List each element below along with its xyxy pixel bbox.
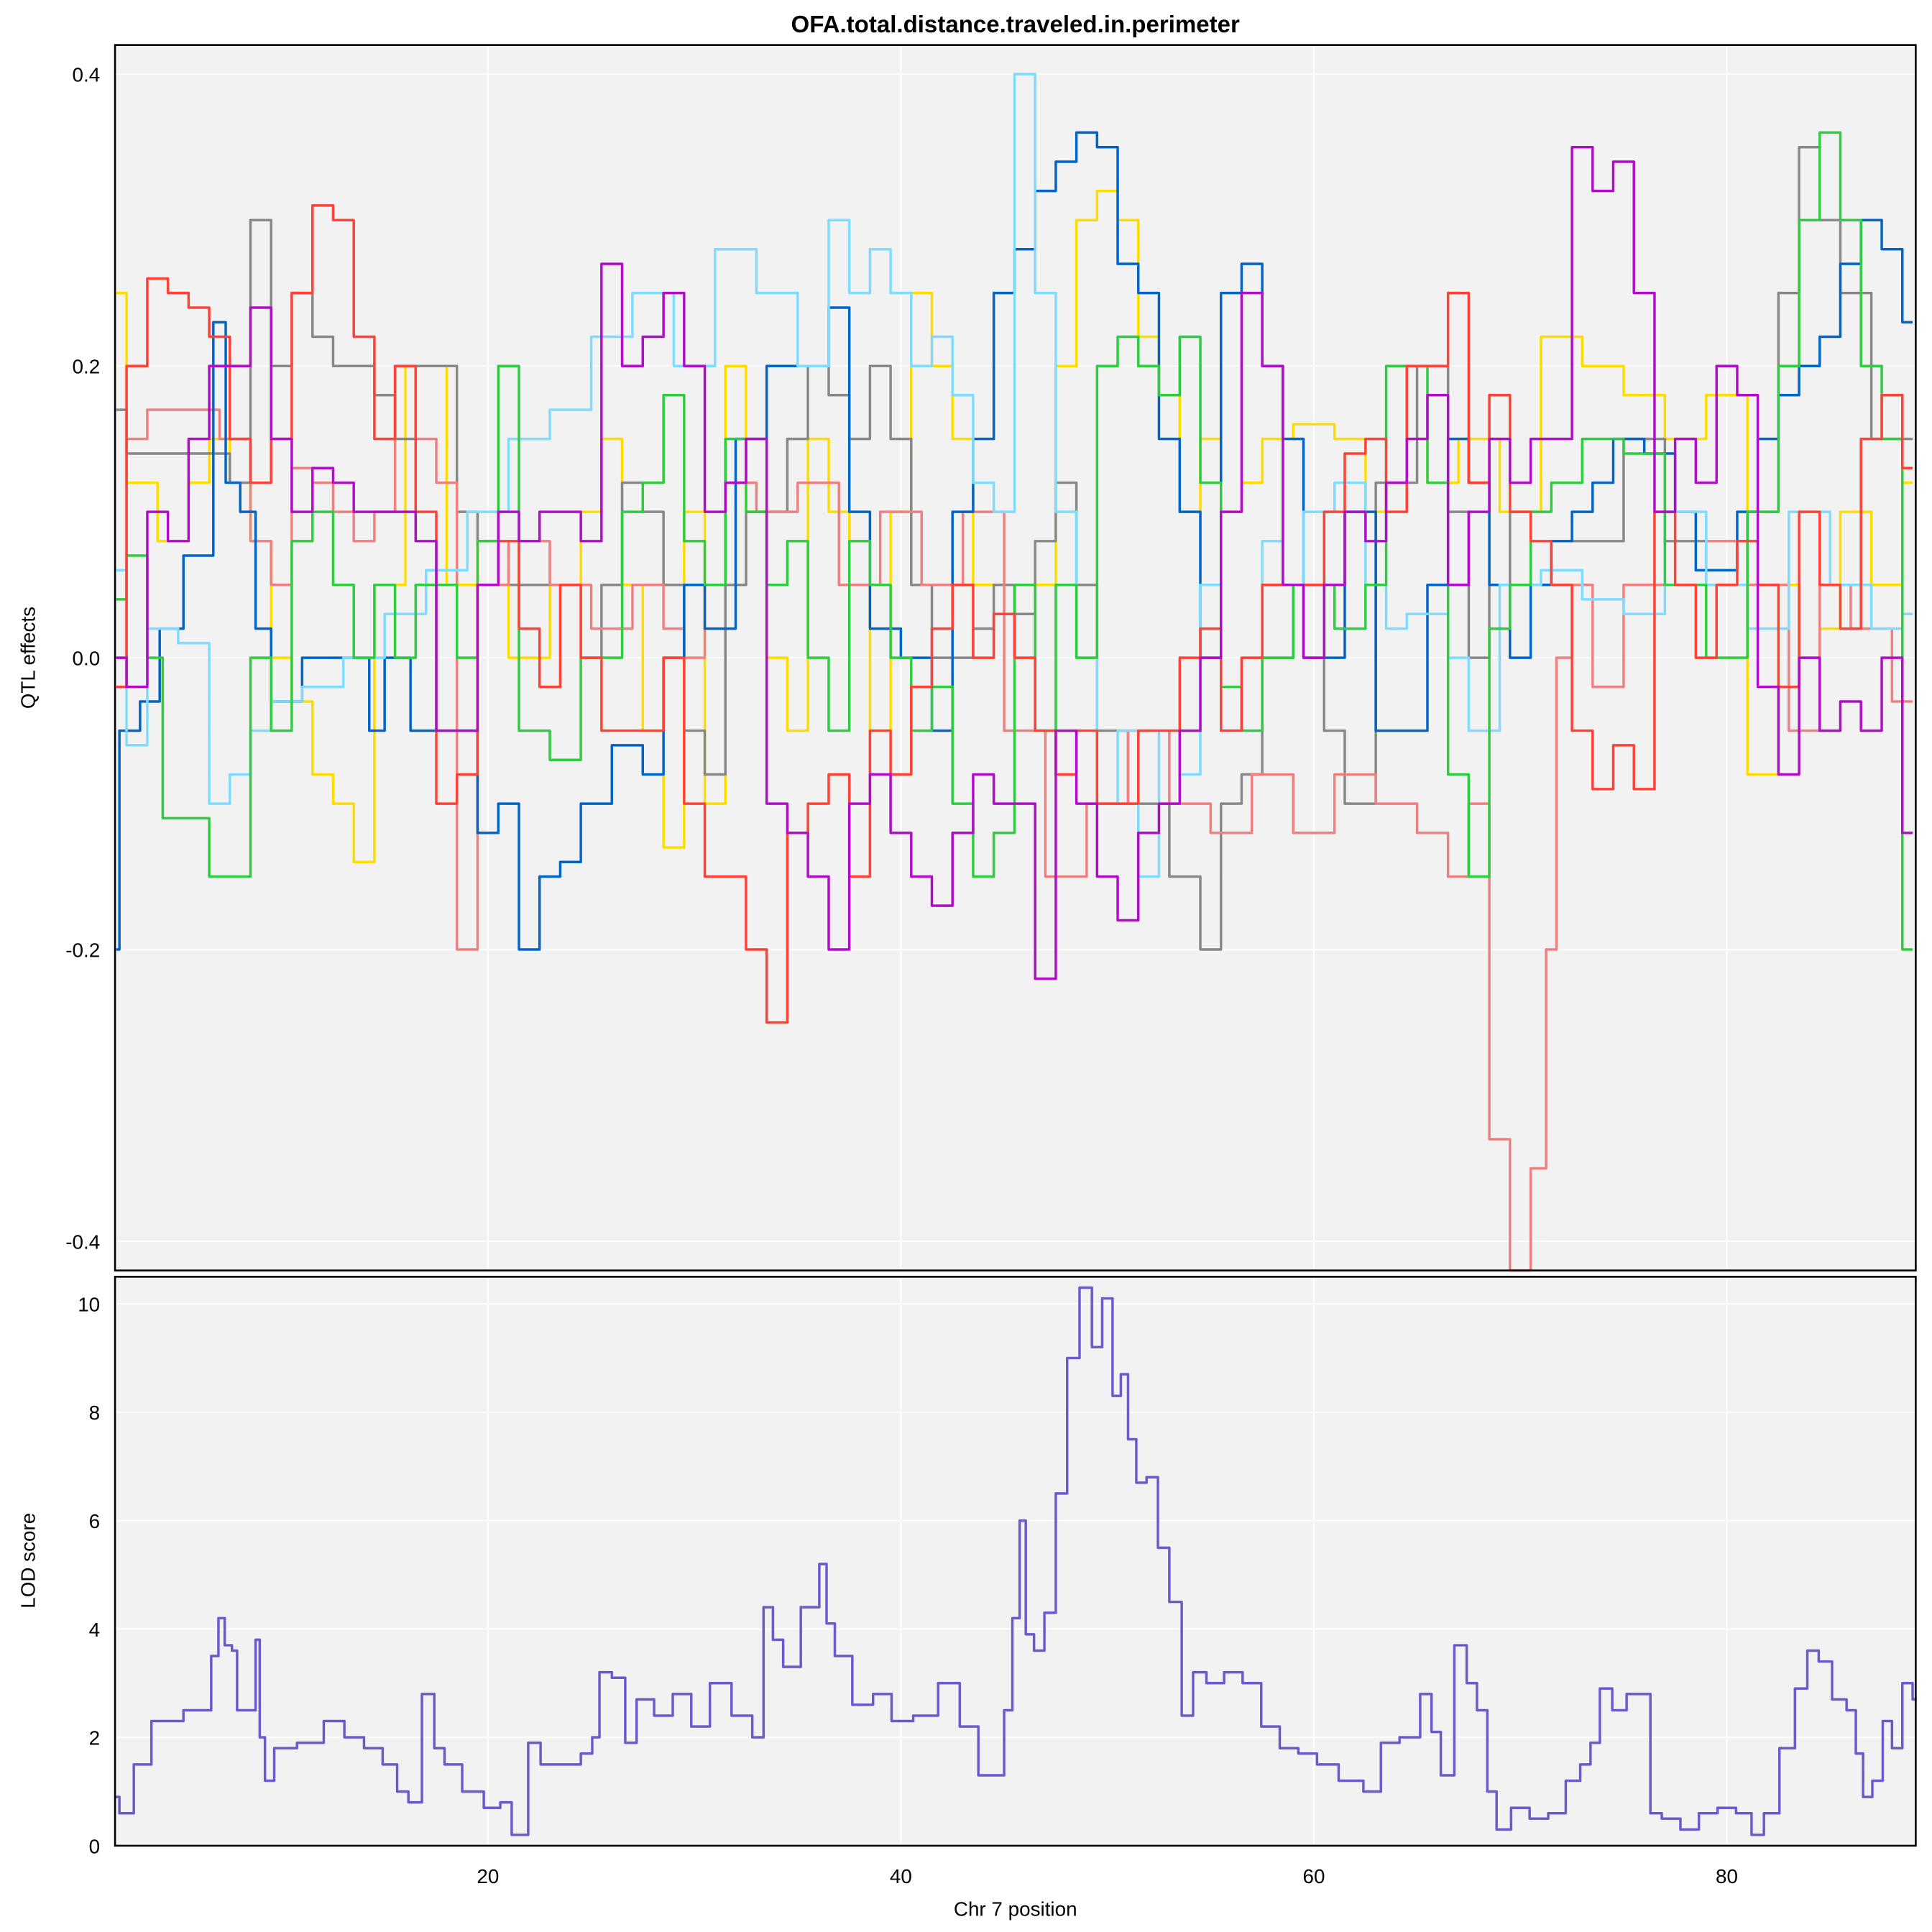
y-tick-label: 0 xyxy=(89,1835,100,1857)
chart-title: OFA.total.distance.traveled.in.perimeter xyxy=(791,12,1241,38)
effect-series-line-5 xyxy=(116,131,1913,951)
y-tick-label: 10 xyxy=(78,1293,100,1315)
y-tick-label: 0.0 xyxy=(72,648,100,670)
x-tick-label: 40 xyxy=(890,1865,912,1887)
x-tick-label: 60 xyxy=(1302,1865,1325,1887)
y-tick-label: 4 xyxy=(89,1619,100,1641)
y-tick-label: 2 xyxy=(89,1727,100,1749)
lod-series-line xyxy=(114,1286,1917,1836)
effects-y-axis-label: QTL effects xyxy=(17,607,40,709)
effect-series-line-7 xyxy=(116,146,1913,980)
y-tick-label: 0.4 xyxy=(72,64,100,86)
effects-panel-frame xyxy=(114,44,1917,1271)
lod-panel-frame xyxy=(114,1276,1917,1847)
y-tick-label: -0.4 xyxy=(65,1230,100,1253)
lod-panel: 0 2 4 6 8 10 20 40 60 80 LOD score Chr 7 positio… xyxy=(17,1276,1917,1920)
effect-series-line-2 xyxy=(116,364,1913,1272)
effect-series-line-6 xyxy=(116,204,1913,1024)
x-axis-label: Chr 7 position xyxy=(954,1898,1077,1920)
effect-series-line-4 xyxy=(116,73,1913,878)
y-tick-label: 0.2 xyxy=(72,356,100,378)
y-tick-label: 8 xyxy=(89,1402,100,1424)
x-tick-label: 20 xyxy=(477,1865,499,1887)
lod-y-axis-label: LOD score xyxy=(17,1513,40,1609)
lod-panel-bg xyxy=(115,1276,1916,1846)
x-tick-label: 80 xyxy=(1716,1865,1738,1887)
y-tick-label: -0.2 xyxy=(65,939,100,962)
y-tick-label: 6 xyxy=(89,1510,100,1532)
effects-panel: 0.4 0.2 0.0 -0.2 -0.4 QTL effects xyxy=(17,44,1917,1272)
